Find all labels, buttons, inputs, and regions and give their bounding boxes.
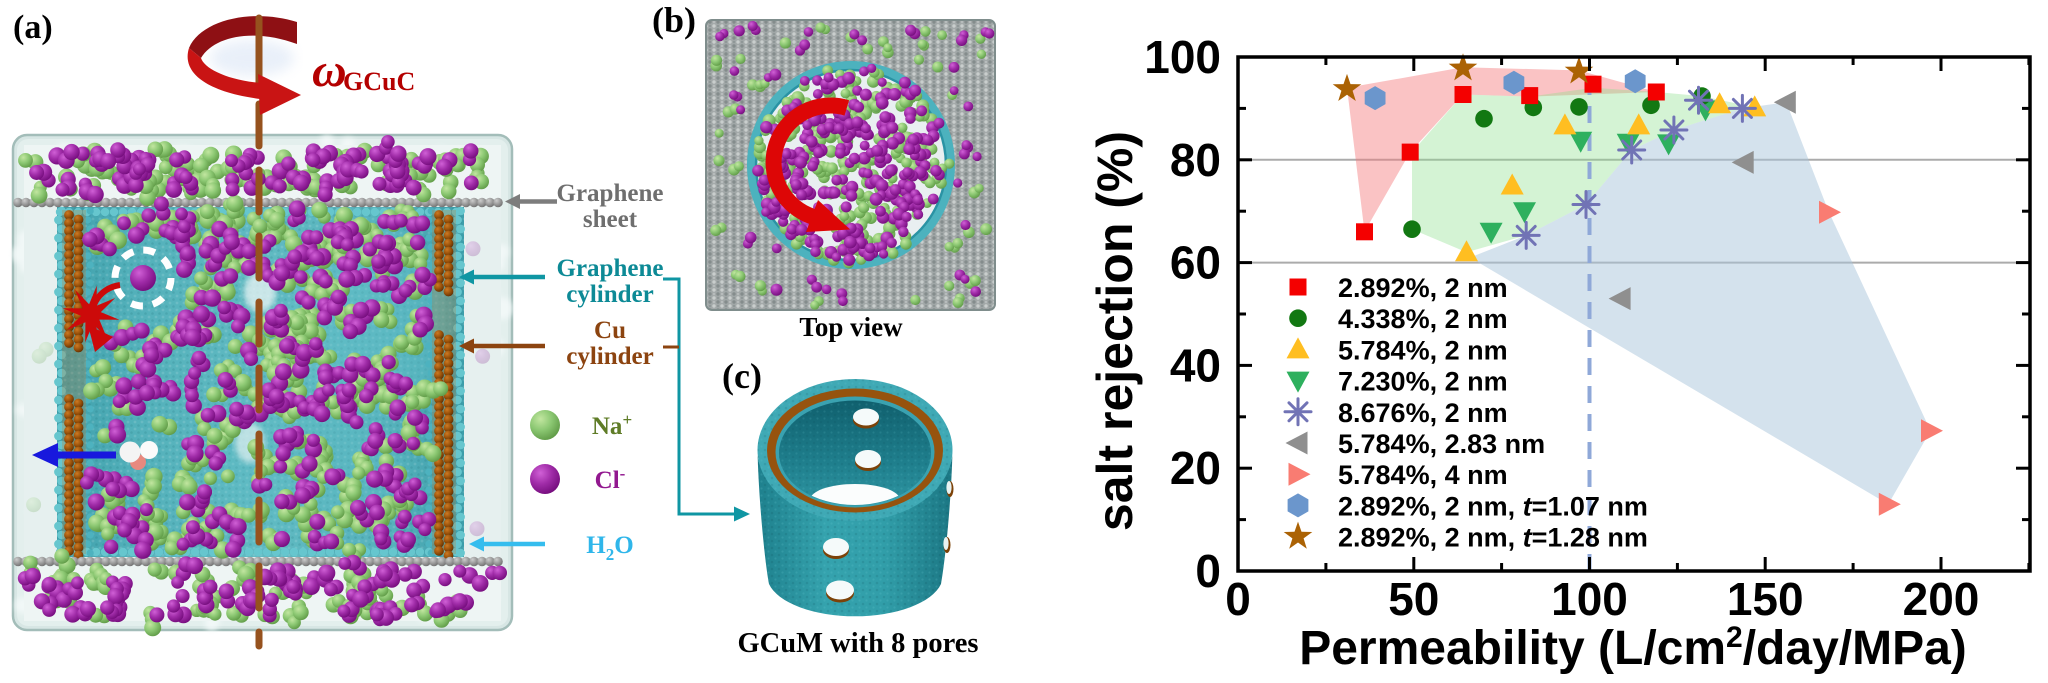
svg-text:Top view: Top view	[799, 312, 903, 342]
svg-text:7.230%, 2 nm: 7.230%, 2 nm	[1338, 367, 1508, 397]
svg-text:Cu: Cu	[594, 317, 626, 344]
svg-text:20: 20	[1170, 442, 1221, 494]
svg-text:8.676%, 2 nm: 8.676%, 2 nm	[1338, 398, 1508, 428]
svg-text:(c): (c)	[722, 356, 762, 396]
svg-text:50: 50	[1388, 573, 1439, 625]
svg-text:0: 0	[1195, 545, 1221, 597]
svg-text:cylinder: cylinder	[566, 343, 654, 370]
svg-text:2.892%, 2 nm, t=1.07 nm: 2.892%, 2 nm, t=1.07 nm	[1338, 491, 1648, 521]
svg-text:80: 80	[1170, 134, 1221, 186]
svg-text:40: 40	[1170, 339, 1221, 391]
svg-text:100: 100	[1551, 573, 1628, 625]
svg-text:100: 100	[1144, 31, 1221, 83]
svg-text:cylinder: cylinder	[566, 281, 654, 308]
svg-text:2.892%, 2 nm, t=1.28 nm: 2.892%, 2 nm, t=1.28 nm	[1338, 523, 1648, 553]
svg-text:60: 60	[1170, 237, 1221, 289]
svg-text:GCuM with 8 pores: GCuM with 8 pores	[738, 628, 979, 659]
svg-text:200: 200	[1903, 573, 1980, 625]
svg-text:Graphene: Graphene	[557, 255, 664, 282]
svg-text:4.338%, 2 nm: 4.338%, 2 nm	[1338, 304, 1508, 334]
svg-text:0: 0	[1225, 573, 1251, 625]
svg-text:2.892%, 2 nm: 2.892%, 2 nm	[1338, 273, 1508, 303]
svg-text:5.784%, 4 nm: 5.784%, 4 nm	[1338, 460, 1508, 490]
svg-text:Permeability (L/cm2/day/MPa): Permeability (L/cm2/day/MPa)	[1299, 621, 1967, 675]
svg-text:5.784%, 2 nm: 5.784%, 2 nm	[1338, 335, 1508, 365]
svg-text:GCuC: GCuC	[343, 67, 415, 96]
svg-text:ω: ω	[312, 44, 347, 97]
svg-text:(b): (b)	[652, 0, 696, 40]
svg-text:sheet: sheet	[583, 206, 638, 233]
svg-text:salt rejection (%): salt rejection (%)	[1087, 131, 1143, 531]
svg-text:H2O: H2O	[586, 532, 633, 564]
svg-text:5.784%, 2.83 nm: 5.784%, 2.83 nm	[1338, 429, 1545, 459]
svg-text:150: 150	[1727, 573, 1804, 625]
svg-text:Graphene: Graphene	[557, 180, 664, 207]
svg-text:(a): (a)	[13, 9, 53, 46]
